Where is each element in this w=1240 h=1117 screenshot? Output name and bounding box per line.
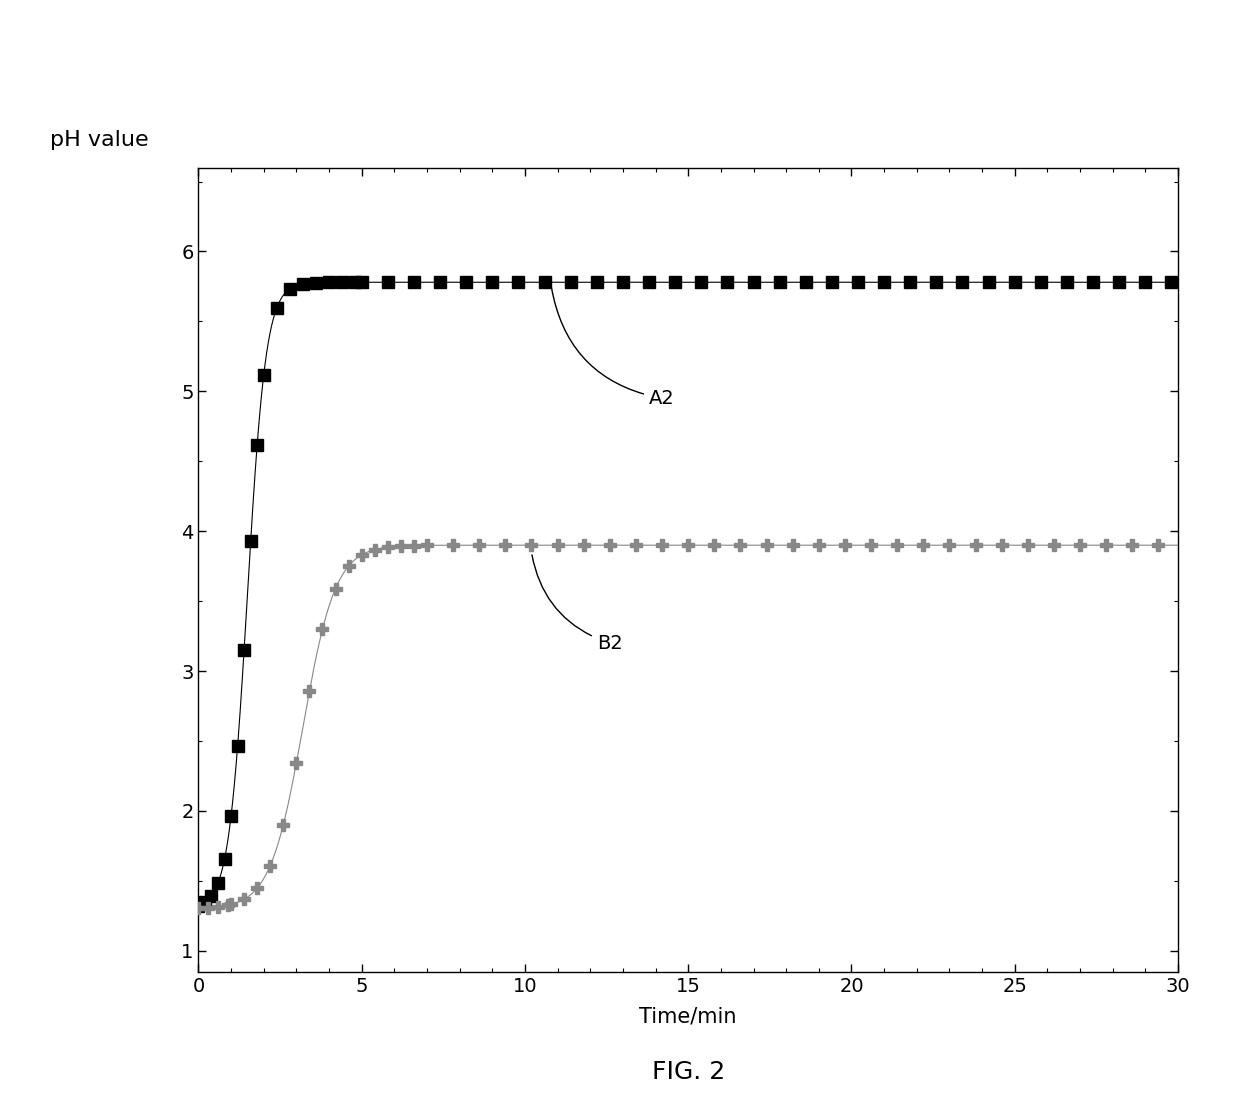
Text: pH value: pH value	[50, 130, 149, 150]
X-axis label: Time/min: Time/min	[640, 1006, 737, 1027]
Text: B2: B2	[532, 555, 622, 652]
Text: A2: A2	[552, 288, 675, 408]
Text: FIG. 2: FIG. 2	[651, 1060, 725, 1085]
